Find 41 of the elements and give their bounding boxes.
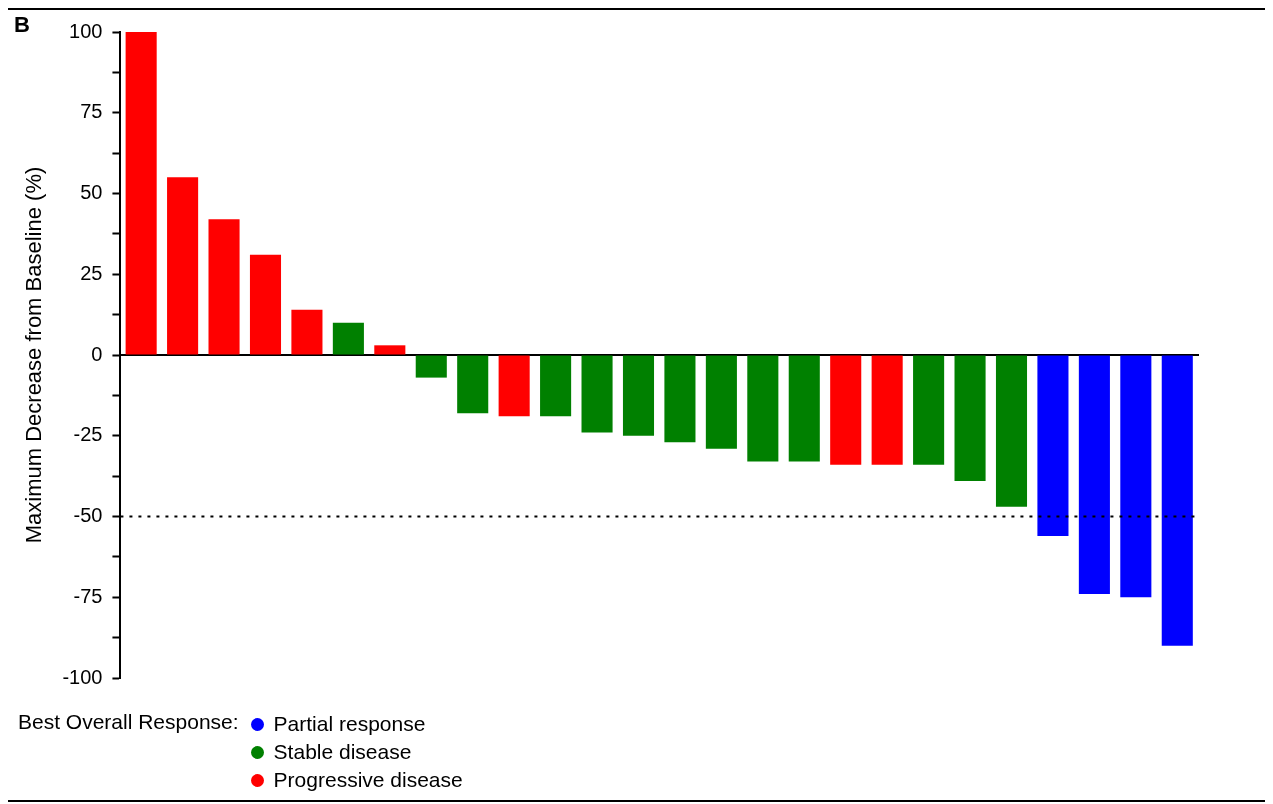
bar [871, 355, 903, 465]
y-tick-label: 75 [80, 100, 103, 123]
bar [664, 355, 696, 443]
bar [830, 355, 862, 465]
legend-title: Best Overall Response: [18, 710, 239, 735]
legend-label: Stable disease [273, 740, 412, 764]
bar [498, 355, 530, 417]
bar [995, 355, 1028, 507]
bar [705, 355, 737, 449]
bar [1078, 355, 1110, 595]
bar [332, 322, 364, 355]
bar [249, 254, 282, 355]
bar [208, 219, 240, 355]
bar [125, 32, 157, 355]
bar [581, 355, 613, 433]
bar [167, 177, 199, 355]
y-tick-label: -25 [73, 423, 103, 446]
bar [747, 355, 779, 462]
legend-label: Partial response [273, 712, 426, 736]
text: B [14, 12, 30, 38]
y-tick-label: -50 [73, 504, 103, 527]
bar [374, 345, 406, 355]
y-tick-label: -100 [62, 665, 103, 688]
y-axis-title: Maximum Decrease from Baseline (%) [21, 166, 47, 544]
bar [457, 355, 489, 414]
y-tick-label: 0 [91, 342, 103, 365]
bar [291, 309, 323, 355]
bar [1161, 355, 1193, 646]
legend-label: Progressive disease [273, 768, 463, 792]
bar [1037, 355, 1069, 536]
y-tick-label: 25 [80, 261, 103, 284]
y-tick-label: 50 [80, 181, 103, 204]
y-tick-label: 100 [69, 19, 103, 42]
y-tick-label: -75 [73, 584, 103, 607]
bar [913, 355, 945, 465]
bar [1120, 355, 1152, 598]
bar [788, 355, 820, 462]
bar [540, 355, 572, 417]
bar [954, 355, 986, 481]
bar [415, 355, 447, 378]
bar [622, 355, 655, 436]
